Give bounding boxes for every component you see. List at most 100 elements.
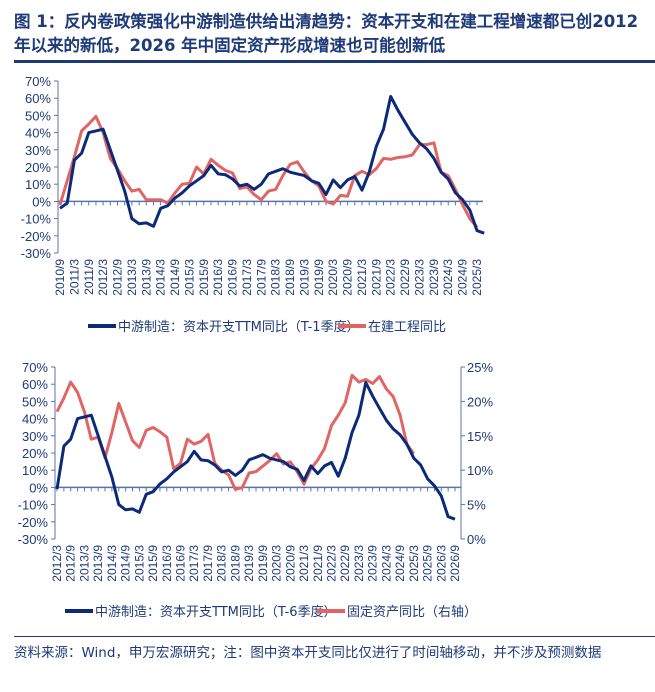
y-tick-label: -30% — [21, 246, 52, 261]
x-tick-label: 2019/9 — [312, 259, 326, 296]
x-tick-label: 2011/9 — [82, 259, 96, 295]
x-tick-label: 2015/9 — [146, 545, 160, 582]
x-tick-label: 2017/3 — [187, 545, 201, 582]
x-tick-label: 2012/9 — [111, 259, 125, 296]
title-divider — [14, 60, 655, 63]
x-tick-label: 2024/9 — [456, 259, 470, 296]
y2-tick-label: 15% — [467, 429, 493, 444]
y2-tick-label: 25% — [467, 360, 493, 375]
legend-label: 中游制造：资本开支TTM同比（T-6季度） — [95, 604, 337, 620]
x-tick-label: 2022/9 — [338, 545, 352, 582]
x-tick-label: 2011/3 — [67, 259, 81, 295]
x-tick-label: 2022/3 — [384, 259, 398, 296]
x-tick-label: 2024/3 — [441, 259, 455, 296]
x-tick-label: 2019/3 — [297, 259, 311, 296]
x-tick-label: 2017/9 — [254, 259, 268, 296]
x-tick-label: 2025/3 — [407, 545, 421, 582]
y-tick-label: 70% — [22, 360, 48, 375]
x-tick-label: 2021/3 — [355, 259, 369, 296]
x-tick-label: 2023/3 — [352, 545, 366, 582]
source-note: 资料来源：Wind，申万宏源研究；注：图中资本开支同比仅进行了时间轴移动，并不涉… — [14, 645, 602, 661]
x-tick-label: 2017/9 — [201, 545, 215, 582]
y-tick-label: 0% — [32, 194, 51, 209]
x-tick-label: 2018/3 — [215, 545, 229, 582]
x-tick-label: 2020/3 — [270, 545, 284, 582]
y-tick-label: 50% — [22, 394, 48, 409]
x-tick-label: 2014/3 — [154, 259, 168, 296]
series-line-capex — [59, 95, 485, 235]
x-tick-label: 2015/3 — [132, 545, 146, 582]
y-tick-label: 40% — [25, 126, 51, 141]
y-tick-label: 30% — [25, 143, 51, 158]
x-tick-label: 2023/3 — [412, 259, 426, 296]
x-tick-label: 2015/9 — [197, 259, 211, 296]
y-tick-label: -30% — [18, 532, 49, 547]
chart-capex-vs-construction: 70% 60% 50% 40% 30% 20% 10% 0% -10% -20% -30%2010/… — [21, 74, 485, 335]
legend-label: 在建工程同比 — [368, 320, 446, 335]
y2-tick-label: 20% — [467, 394, 493, 409]
y-tick-label: 10% — [25, 177, 51, 192]
x-tick-label: 2015/3 — [182, 259, 196, 296]
x-tick-label: 2020/9 — [341, 259, 355, 296]
x-tick-label: 2012/3 — [96, 259, 110, 296]
x-tick-label: 2022/9 — [398, 259, 412, 296]
series-line-capex — [55, 381, 456, 521]
x-tick-label: 2014/3 — [105, 545, 119, 582]
x-tick-label: 2012/9 — [64, 545, 78, 582]
y2-tick-label: 5% — [467, 498, 486, 513]
x-tick-label: 2019/9 — [256, 545, 270, 582]
y-tick-label: 0% — [29, 480, 48, 495]
x-tick-label: 2021/9 — [311, 545, 325, 582]
x-tick-label: 2023/9 — [366, 545, 380, 582]
figure-title: 图 1：反内卷政策强化中游制造供给出清趋势：资本开支和在建工程增速都已创2012… — [14, 12, 639, 55]
y-tick-label: 60% — [22, 377, 48, 392]
y2-tick-label: 10% — [467, 463, 493, 478]
series-line-secondary — [55, 373, 415, 491]
x-tick-label: 2026/3 — [434, 545, 448, 582]
legend-label: 中游制造：资本开支TTM同比（T-1季度） — [118, 319, 360, 335]
y2-tick-label: 0% — [467, 532, 486, 547]
y-tick-label: 50% — [25, 108, 51, 123]
x-tick-label: 2014/9 — [119, 545, 133, 582]
x-tick-label: 2025/3 — [470, 259, 484, 296]
y-tick-label: 10% — [22, 463, 48, 478]
x-tick-label: 2018/9 — [283, 259, 297, 296]
y-tick-label: -20% — [21, 229, 52, 244]
legend-label: 固定资产同比（右轴） — [347, 605, 477, 620]
x-tick-label: 2013/3 — [77, 545, 91, 582]
x-tick-label: 2017/3 — [240, 259, 254, 296]
x-tick-label: 2021/3 — [297, 545, 311, 582]
x-tick-label: 2014/9 — [168, 259, 182, 296]
x-tick-label: 2021/9 — [369, 259, 383, 296]
y-tick-label: -10% — [18, 498, 49, 513]
x-tick-label: 2024/3 — [379, 545, 393, 582]
x-tick-label: 2022/3 — [324, 545, 338, 582]
x-tick-label: 2024/9 — [393, 545, 407, 582]
x-tick-label: 2020/3 — [326, 259, 340, 296]
x-tick-label: 2016/3 — [160, 545, 174, 582]
x-tick-label: 2026/9 — [448, 545, 462, 582]
y-tick-label: 30% — [22, 429, 48, 444]
x-tick-label: 2013/9 — [139, 259, 153, 296]
x-tick-label: 2019/3 — [242, 545, 256, 582]
x-tick-label: 2016/3 — [211, 259, 225, 296]
x-tick-label: 2012/3 — [50, 545, 64, 582]
y-tick-label: 20% — [22, 446, 48, 461]
y-tick-label: 40% — [22, 412, 48, 427]
x-tick-label: 2018/3 — [269, 259, 283, 296]
x-tick-label: 2013/3 — [125, 259, 139, 296]
x-tick-label: 2013/9 — [91, 545, 105, 582]
x-tick-label: 2010/9 — [53, 259, 67, 296]
y-tick-label: -20% — [18, 515, 49, 530]
y-tick-label: 70% — [25, 74, 51, 89]
y-tick-label: -10% — [21, 212, 52, 227]
series-line-secondary — [58, 114, 479, 229]
chart-capex-vs-fixed-assets: 70%60%50%40%30%20%10%0%-10%-20%-30%2012/… — [18, 360, 494, 620]
x-tick-label: 2018/9 — [228, 545, 242, 582]
x-tick-label: 2016/9 — [174, 545, 188, 582]
footer-divider — [14, 636, 655, 637]
x-tick-label: 2016/9 — [226, 259, 240, 296]
x-tick-label: 2023/9 — [427, 259, 441, 296]
x-tick-label: 2025/9 — [421, 545, 435, 582]
y-tick-label: 60% — [25, 91, 51, 106]
